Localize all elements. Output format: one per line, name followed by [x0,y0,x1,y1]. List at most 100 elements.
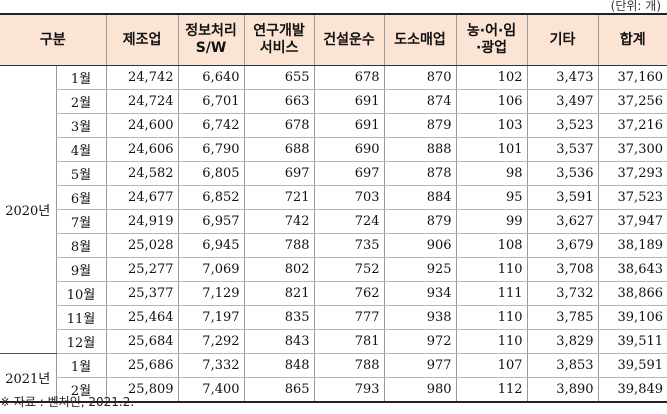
value-cell-other: 3,497 [526,89,599,114]
value-cell-rnd-service: 688 [243,137,315,162]
value-cell-manufacturing: 25,028 [105,233,179,258]
value-cell-rnd-service: 843 [243,329,315,354]
value-cell-rnd-service: 721 [243,185,315,210]
value-cell-other: 3,679 [526,233,599,258]
value-cell-software: 6,957 [177,209,245,234]
value-cell-agri-fishery-mining: 106 [455,89,528,114]
source-note: ※ 자료 : 벤처인, 2021.2. [0,395,135,409]
value-cell-agri-fishery-mining: 107 [455,353,528,378]
value-cell-construction-transport: 678 [313,65,385,90]
value-cell-construction-transport: 690 [313,137,385,162]
value-cell-manufacturing: 25,464 [105,305,179,330]
value-cell-construction-transport: 762 [313,281,385,306]
value-cell-wholesale-retail: 906 [383,233,457,258]
value-cell-construction-transport: 781 [313,329,385,354]
value-cell-wholesale-retail: 925 [383,257,457,282]
month-cell: 11월 [55,305,107,330]
month-cell: 3월 [55,113,107,138]
value-cell-manufacturing: 25,277 [105,257,179,282]
value-cell-other: 3,537 [526,137,599,162]
value-cell-agri-fishery-mining: 95 [455,185,528,210]
value-cell-wholesale-retail: 977 [383,353,457,378]
value-cell-rnd-service: 821 [243,281,315,306]
unit-note: (단위: 개) [610,0,661,13]
value-cell-total: 37,216 [597,113,667,138]
year-cell: 2020년 [0,65,56,354]
month-cell: 4월 [55,137,107,162]
value-cell-other: 3,785 [526,305,599,330]
header-total: 합계 [597,14,667,66]
header-construction-transport: 건설운수 [313,14,385,66]
month-cell: 2월 [55,377,107,403]
value-cell-construction-transport: 697 [313,161,385,186]
value-cell-other: 3,732 [526,281,599,306]
table-row: 2월 25,809 7,400 865 793 980 112 3,890 39,849 [0,377,667,403]
value-cell-construction-transport: 691 [313,113,385,138]
month-cell: 10월 [55,281,107,306]
value-cell-total: 37,256 [597,89,667,114]
value-cell-agri-fishery-mining: 110 [455,305,528,330]
table-row: 7월 24,919 6,957 742 724 879 99 3,627 37,947 [0,209,667,234]
month-cell: 6월 [55,185,107,210]
value-cell-manufacturing: 25,686 [105,353,179,378]
table-row: 2021년 1월 25,686 7,332 848 788 977 107 3,853 39,59… [0,353,667,403]
value-cell-rnd-service: 663 [243,89,315,114]
month-cell: 7월 [55,209,107,234]
value-cell-rnd-service: 865 [243,377,315,403]
value-cell-total: 37,293 [597,161,667,186]
value-cell-agri-fishery-mining: 111 [455,281,528,306]
value-cell-wholesale-retail: 879 [383,113,457,138]
value-cell-wholesale-retail: 878 [383,161,457,186]
value-cell-total: 38,866 [597,281,667,306]
value-cell-total: 37,160 [597,65,667,90]
value-cell-agri-fishery-mining: 101 [455,137,528,162]
value-cell-wholesale-retail: 888 [383,137,457,162]
value-cell-agri-fishery-mining: 98 [455,161,528,186]
value-cell-total: 39,849 [597,377,667,403]
value-cell-other: 3,853 [526,353,599,378]
month-cell: 5월 [55,161,107,186]
value-cell-rnd-service: 788 [243,233,315,258]
header-row: 구분 제조업 정보처리 S/W 연구개발 서비스 건설운수 도소매업 농·어·임 ·광… [0,14,667,66]
value-cell-software: 6,945 [177,233,245,258]
value-cell-rnd-service: 655 [243,65,315,90]
header-other: 기타 [526,14,599,66]
value-cell-manufacturing: 25,377 [105,281,179,306]
value-cell-software: 6,790 [177,137,245,162]
value-cell-rnd-service: 742 [243,209,315,234]
table-row: 5월 24,582 6,805 697 697 878 98 3,536 37,293 [0,161,667,186]
value-cell-agri-fishery-mining: 110 [455,329,528,354]
value-cell-manufacturing: 25,684 [105,329,179,354]
value-cell-construction-transport: 735 [313,233,385,258]
table-row: 11월 25,464 7,197 835 777 938 110 3,785 39,106 [0,305,667,330]
value-cell-manufacturing: 24,582 [105,161,179,186]
header-category: 구분 [0,14,107,66]
header-manufacturing: 제조업 [105,14,179,66]
table-row: 10월 25,377 7,129 821 762 934 111 3,732 38,866 [0,281,667,306]
value-cell-software: 6,701 [177,89,245,114]
value-cell-agri-fishery-mining: 102 [455,65,528,90]
value-cell-construction-transport: 724 [313,209,385,234]
value-cell-total: 38,189 [597,233,667,258]
header-agri-fishery-mining: 농·어·임 ·광업 [455,14,528,66]
value-cell-total: 38,643 [597,257,667,282]
value-cell-total: 39,591 [597,353,667,378]
value-cell-agri-fishery-mining: 110 [455,257,528,282]
value-cell-manufacturing: 25,809 [105,377,179,403]
month-cell: 1월 [55,353,107,378]
value-cell-other: 3,591 [526,185,599,210]
value-cell-wholesale-retail: 972 [383,329,457,354]
value-cell-wholesale-retail: 884 [383,185,457,210]
value-cell-total: 37,947 [597,209,667,234]
header-rnd-service: 연구개발 서비스 [243,14,315,66]
table-row: 9월 25,277 7,069 802 752 925 110 3,708 38,643 [0,257,667,282]
month-cell: 1월 [55,65,107,90]
value-cell-total: 37,523 [597,185,667,210]
value-cell-software: 7,069 [177,257,245,282]
value-cell-wholesale-retail: 879 [383,209,457,234]
value-cell-agri-fishery-mining: 112 [455,377,528,403]
table-row: 12월 25,684 7,292 843 781 972 110 3,829 39,511 [0,329,667,354]
month-cell: 9월 [55,257,107,282]
value-cell-software: 7,292 [177,329,245,354]
value-cell-software: 6,640 [177,65,245,90]
